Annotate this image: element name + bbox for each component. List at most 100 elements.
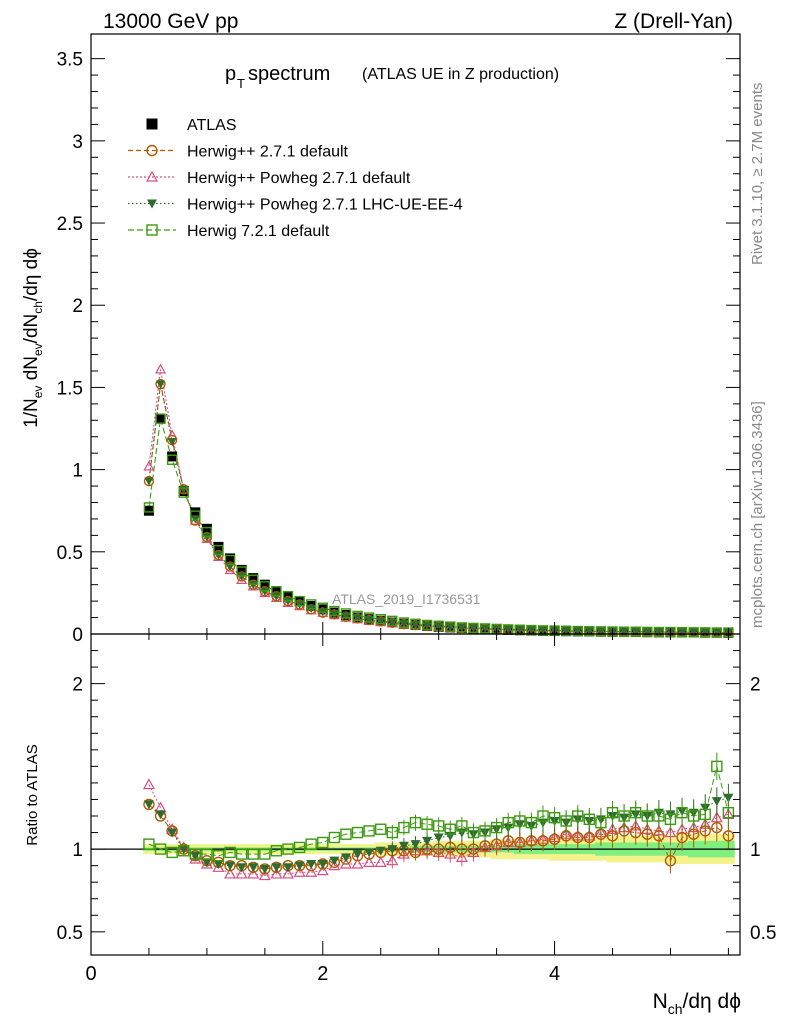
ratio-y-tick-label: 2 <box>72 675 83 696</box>
ratio-point-herwig721 <box>699 808 711 821</box>
legend-item-atlas: ATLAS <box>146 117 237 134</box>
x-tick-label: 0 <box>85 963 96 985</box>
main-point-herwig721 <box>329 605 340 617</box>
main-point-powheg <box>224 564 236 575</box>
ratio-point-powheg <box>305 866 318 877</box>
main-y-tick-label: 1 <box>72 461 83 482</box>
ratio-y-tick-label-right: 1 <box>750 840 761 861</box>
ratio-point-powheg <box>270 867 283 879</box>
main-point-powheg_ue <box>584 627 594 636</box>
ratio-point-powheg <box>328 859 341 871</box>
ratio-point-herwig721 <box>143 838 155 850</box>
ratio-point-herwig271 <box>490 838 503 850</box>
main-point-powheg_ue <box>515 626 525 635</box>
ratio-point-powheg <box>281 867 295 879</box>
main-point-powheg_ue <box>144 477 154 486</box>
x-axis-label: Nch/dη dϕ <box>653 990 741 1017</box>
ratio-point-herwig271 <box>629 826 642 839</box>
main-point-herwig721 <box>676 626 688 638</box>
ratio-point-herwig271 <box>456 843 468 855</box>
main-point-herwig721 <box>398 617 410 628</box>
ratio-line-powheg <box>148 784 729 877</box>
main-point-powheg <box>270 592 282 603</box>
main-point-powheg <box>236 574 248 584</box>
ratio-point-herwig721 <box>583 813 596 826</box>
ratio-point-herwig721 <box>467 826 480 839</box>
main-y-tick-label: 2.5 <box>57 214 83 235</box>
main-y-tick-label: 3 <box>72 132 83 153</box>
ratio-point-herwig271 <box>653 830 665 842</box>
main-point-powheg_ue <box>526 626 536 635</box>
main-point-herwig721 <box>271 586 282 597</box>
main-point-herwig721 <box>595 626 607 637</box>
x-tick-label: 2 <box>317 963 328 985</box>
ratio-point-herwig721 <box>166 846 178 859</box>
ratio-point-herwig271 <box>711 821 723 834</box>
ratio-point-powheg <box>363 856 376 867</box>
main-point-herwig721 <box>445 621 456 632</box>
main-point-powheg_ue <box>156 380 166 389</box>
ratio-point-herwig721 <box>235 848 248 860</box>
main-point-herwig721 <box>711 627 723 638</box>
main-point-atlas <box>167 451 178 462</box>
main-point-herwig721 <box>340 608 352 619</box>
main-point-herwig721 <box>352 610 363 622</box>
main-point-herwig721 <box>421 619 433 631</box>
legend-marker-herwig271 <box>146 144 158 157</box>
main-point-powheg_ue <box>376 617 386 626</box>
legend-item-herwig271: Herwig++ 2.7.1 default <box>128 144 349 161</box>
ratio-point-powheg_ue <box>201 858 212 868</box>
main-y-tick-label: 0.5 <box>57 543 83 564</box>
title-spectrum: spectrum <box>248 63 330 85</box>
main-point-herwig721 <box>630 626 641 637</box>
main-point-powheg_ue <box>271 592 281 601</box>
ratio-point-powheg_ue <box>178 845 189 855</box>
legend-label: ATLAS <box>187 117 237 134</box>
legend-marker-powheg <box>145 170 159 182</box>
main-point-powheg_ue <box>399 620 409 629</box>
rivet-label: Rivet 3.1.10, ≥ 2.7M events <box>749 83 766 266</box>
svg-text:1/Nev dNev/dNch/dη dϕ: 1/Nev dNev/dNch/dη dϕ <box>21 248 45 428</box>
ratio-point-herwig721 <box>178 845 190 857</box>
legend-marker-herwig721 <box>146 224 158 236</box>
ratio-point-herwig721 <box>409 816 422 829</box>
ratio-point-herwig721 <box>317 836 329 849</box>
ratio-point-powheg_ue <box>225 861 236 871</box>
ratio-point-powheg_ue <box>352 850 363 860</box>
ratio-point-herwig721 <box>711 760 723 773</box>
svg-text:Nch/dη dϕ: Nch/dη dϕ <box>653 990 741 1017</box>
main-point-herwig721 <box>653 626 665 638</box>
ratio-point-herwig721 <box>247 848 259 860</box>
mcplots-label: mcplots.cern.ch [arXiv:1306.3436] <box>749 401 766 628</box>
main-y-tick-label: 0 <box>72 625 83 646</box>
ratio-point-powheg <box>351 857 364 869</box>
main-point-powheg <box>247 580 259 591</box>
ratio-point-herwig271 <box>606 830 619 842</box>
main-plot: 0 0.5 1 1.5 2 2.5 3 3.5 ATLAS_2019_I1736531 p T… <box>21 33 741 646</box>
ratio-point-herwig721 <box>259 848 271 860</box>
ratio-point-powheg_ue <box>294 861 305 871</box>
ratio-y-tick-label: 0.5 <box>57 923 83 944</box>
main-point-powheg_ue <box>538 626 548 635</box>
ratio-point-herwig271 <box>664 854 677 867</box>
main-point-atlas <box>155 413 166 424</box>
ratio-point-powheg <box>316 864 329 876</box>
main-point-powheg <box>259 587 271 598</box>
ratio-point-herwig721 <box>444 823 456 835</box>
main-point-atlas <box>259 579 270 590</box>
main-point-powheg_ue <box>700 628 710 637</box>
main-point-powheg_ue <box>677 628 687 637</box>
ratio-point-herwig721 <box>722 807 735 819</box>
ratio-point-herwig721 <box>351 826 364 839</box>
ratio-point-powheg_ue <box>283 863 294 873</box>
ratio-point-herwig721 <box>375 823 387 835</box>
main-point-powheg_ue <box>411 621 420 630</box>
ratio-point-herwig721 <box>305 838 317 850</box>
ratio-point-herwig721 <box>502 816 514 829</box>
main-point-powheg_ue <box>248 581 258 590</box>
ratio-point-herwig271 <box>537 835 549 847</box>
main-point-powheg_ue <box>353 614 363 623</box>
legend-item-powheg: Herwig++ Powheg 2.7.1 default <box>128 170 411 187</box>
header-process: Z (Drell-Yan) <box>614 10 733 33</box>
ratio-point-powheg <box>386 854 399 866</box>
